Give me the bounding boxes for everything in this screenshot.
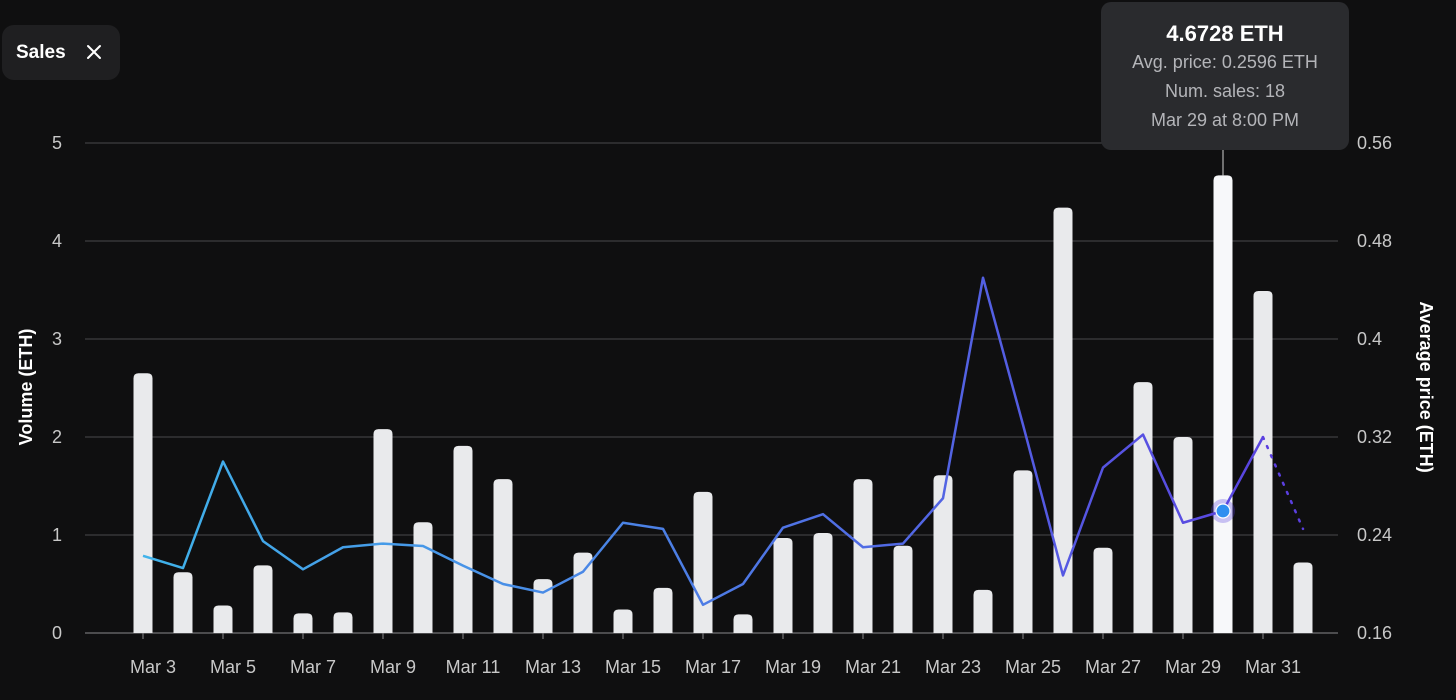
volume-bar[interactable] (853, 479, 873, 633)
close-icon[interactable] (84, 42, 104, 62)
sales-filter-chip[interactable]: Sales (2, 25, 120, 80)
volume-bar[interactable] (893, 545, 913, 633)
volume-bar[interactable] (333, 612, 353, 633)
volume-bar[interactable] (1213, 175, 1233, 633)
x-tick-label: Mar 25 (1005, 657, 1061, 677)
y2-tick-label: 0.32 (1357, 427, 1392, 447)
tooltip-num-sales: Num. sales: 18 (1164, 81, 1286, 101)
volume-bar[interactable] (1133, 382, 1153, 633)
hover-layer (1211, 150, 1235, 523)
y-tick-label: 2 (52, 427, 62, 447)
volume-bar[interactable] (693, 491, 713, 633)
volume-bar[interactable] (533, 579, 553, 633)
volume-bar[interactable] (293, 613, 313, 633)
axes: 0 0.16 1 0.24 2 0.32 3 0.4 4 0.48 5 0.56 Mar 3 Mar 5 M… (52, 133, 1392, 677)
volume-bar[interactable] (413, 522, 433, 633)
x-tick-label: Mar 5 (210, 657, 256, 677)
x-tick-label: Mar 23 (925, 657, 981, 677)
tooltip-volume: 4.6728 ETH (1166, 21, 1284, 46)
volume-bar[interactable] (1173, 437, 1193, 633)
volume-bar[interactable] (173, 572, 193, 633)
y-tick-label: 3 (52, 329, 62, 349)
volume-bar[interactable] (493, 479, 513, 633)
y2-tick-label: 0.48 (1357, 231, 1392, 251)
tooltip-date: Mar 29 at 8:00 PM (1150, 110, 1300, 130)
y-tick-label: 4 (52, 231, 62, 251)
y2-tick-label: 0.4 (1357, 329, 1382, 349)
y-tick-label: 0 (52, 623, 62, 643)
x-tick-label: Mar 17 (685, 657, 741, 677)
average-price-line (142, 276, 1305, 607)
volume-bar[interactable] (213, 605, 233, 633)
average-price-path (142, 276, 1265, 607)
y2-tick-label: 0.16 (1357, 623, 1392, 643)
x-tick-label: Mar 13 (525, 657, 581, 677)
y2-axis-title: Average price (ETH) (1416, 301, 1436, 472)
volume-bar[interactable] (253, 565, 273, 633)
volume-bar[interactable] (453, 445, 473, 633)
volume-bar[interactable] (813, 533, 833, 633)
volume-bar[interactable] (653, 587, 673, 633)
x-tick-label: Mar 3 (130, 657, 176, 677)
volume-bar[interactable] (133, 373, 153, 633)
volume-bars (133, 175, 1313, 633)
volume-bar[interactable] (373, 429, 393, 633)
volume-bar[interactable] (973, 589, 993, 633)
volume-bar[interactable] (733, 614, 753, 633)
x-tick-label: Mar 7 (290, 657, 336, 677)
volume-bar[interactable] (1013, 470, 1033, 633)
volume-bar[interactable] (1053, 207, 1073, 633)
x-tick-label: Mar 19 (765, 657, 821, 677)
x-tick-label: Mar 27 (1085, 657, 1141, 677)
x-tick-label: Mar 11 (446, 657, 501, 677)
volume-bar[interactable] (613, 609, 633, 633)
volume-bar[interactable] (773, 537, 793, 633)
grid-lines (85, 142, 1338, 634)
x-tick-label: Mar 21 (845, 657, 901, 677)
sales-filter-label: Sales (16, 41, 66, 63)
volume-bar[interactable] (573, 552, 593, 633)
chart-tooltip: 4.6728 ETH Avg. price: 0.2596 ETH Num. s… (1101, 2, 1349, 150)
volume-bar[interactable] (1253, 290, 1273, 633)
x-tick-label: Mar 29 (1165, 657, 1221, 677)
y2-tick-label: 0.56 (1357, 133, 1392, 153)
x-tick-label: Mar 9 (370, 657, 416, 677)
volume-bar[interactable] (1093, 547, 1113, 633)
y-tick-label: 1 (52, 525, 62, 545)
y-tick-label: 5 (52, 133, 62, 153)
volume-bar[interactable] (1293, 562, 1313, 633)
x-tick-label: Mar 15 (605, 657, 661, 677)
average-price-projection (1261, 435, 1305, 531)
hover-point[interactable] (1215, 503, 1231, 519)
x-tick-label: Mar 31 (1245, 657, 1301, 677)
volume-bar[interactable] (933, 475, 953, 633)
tooltip-avg-price: Avg. price: 0.2596 ETH (1132, 52, 1318, 72)
y-axis-title: Volume (ETH) (16, 329, 36, 446)
y2-tick-label: 0.24 (1357, 525, 1392, 545)
